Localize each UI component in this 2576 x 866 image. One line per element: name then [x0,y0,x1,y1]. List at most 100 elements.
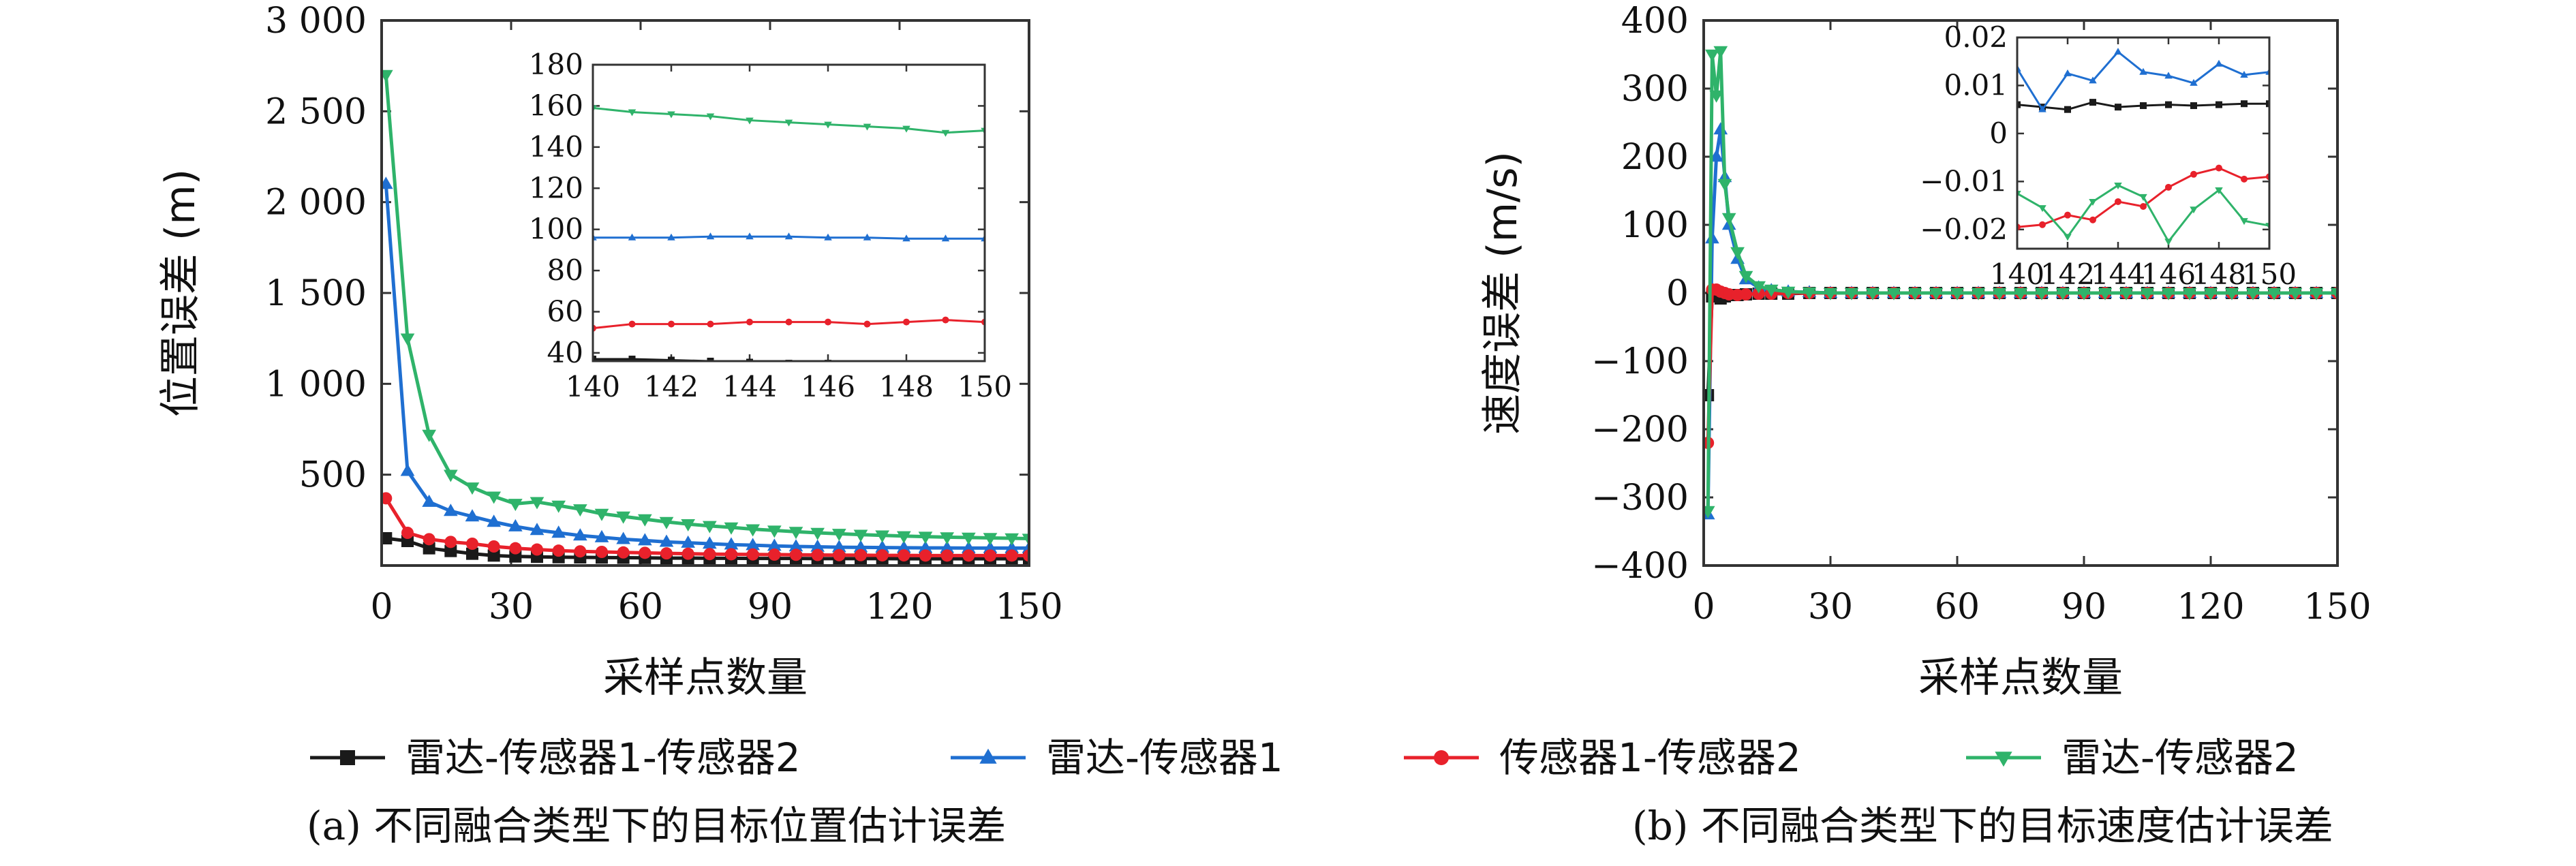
legend-label: 传感器1-传感器2 [1499,734,1801,781]
y-tick-label: 300 [1621,69,1689,110]
data-point-radar_sensor1 [508,519,523,531]
inset-data-point-sensor1_sensor2 [2190,170,2197,178]
data-point-sensor1_sensor2 [919,549,932,562]
inset-data-point-sensor1_sensor2 [2140,203,2147,210]
data-point-sensor1_sensor2 [833,548,846,561]
inset-data-point-sensor1_sensor2 [2165,183,2172,191]
data-point-radar_sensor2 [2161,288,2176,300]
data-point-sensor1_sensor2 [1005,549,1018,562]
data-point-radar_sensor2 [918,531,933,544]
data-point-sensor1_sensor2 [962,549,975,562]
x-tick-label: 30 [1808,587,1853,628]
inset-data-point-radar_sensor1 [667,233,675,241]
data-point-radar_sensor2 [1709,90,1723,103]
data-point-sensor1_sensor2 [382,492,393,505]
data-point-radar_sensor2 [1717,179,1732,191]
x-tick-label: 0 [370,587,393,628]
x-tick-label: 90 [748,587,793,628]
inset-x-tick-label: 146 [2141,258,2196,291]
series-line-radar_sensor1_sensor2 [1706,291,2337,396]
data-point-radar_sensor1_sensor2 [382,532,393,544]
data-point-sensor1_sensor2 [444,536,457,548]
inset-x-tick-label: 142 [644,370,699,403]
inset-data-point-radar_sensor2 [628,109,637,117]
data-point-radar_sensor2 [1005,533,1019,546]
data-point-radar_sensor2 [2267,288,2282,300]
inset-data-point-radar_sensor1_sensor2 [2017,101,2021,108]
data-point-radar_sensor1 [551,525,566,538]
data-point-sensor1_sensor2 [639,546,651,559]
data-point-radar_sensor1 [961,540,976,553]
x-tick-label: 30 [489,587,534,628]
data-point-radar_sensor2 [2119,288,2134,300]
data-point-radar_sensor1 [594,529,609,542]
x-tick-label: 120 [865,587,933,628]
y-tick-label: 0 [1666,273,1689,314]
inset-x-tick-label: 140 [1990,258,2044,291]
data-point-radar_sensor2 [2245,288,2260,300]
inset-x-tick-label: 150 [957,370,1012,403]
data-point-radar_sensor2 [659,516,674,529]
data-point-radar_sensor2 [1781,286,1796,299]
data-point-radar_sensor1 [382,176,393,189]
inset-data-point-radar_sensor1 [863,233,872,241]
data-point-radar_sensor1 [940,540,955,553]
data-point-radar_sensor2 [1844,288,1859,300]
y-tick-label: 2 500 [265,91,367,132]
data-point-sensor1_sensor2 [898,549,910,562]
inset-x-tick-label: 150 [2242,258,2297,291]
legend-marker [979,748,997,764]
data-point-radar_sensor2 [875,530,890,543]
inset-data-point-radar_sensor1 [2215,59,2223,67]
plot-frame [380,19,1030,567]
data-point-radar_sensor1 [400,463,415,476]
x-tick-label: 150 [2303,587,2371,628]
data-point-sensor1_sensor2 [811,548,824,561]
inset-x-tick-label: 148 [2192,258,2246,291]
inset-data-point-radar_sensor2 [2164,238,2173,246]
data-point-radar_sensor1 [767,538,782,551]
inset-data-point-radar_sensor1_sensor2 [2115,104,2121,111]
y-tick-label: 200 [1621,137,1689,178]
x-tick-label: 120 [2177,587,2244,628]
inset-data-point-radar_sensor1_sensor2 [707,358,714,361]
inset-data-point-sensor1_sensor2 [2241,175,2248,183]
data-point-radar_sensor2 [702,521,717,533]
inset-data-point-radar_sensor1 [2139,67,2147,75]
data-point-sensor1_sensor2 [660,547,673,560]
data-point-radar_sensor2 [422,429,437,442]
data-point-radar_sensor2 [1705,49,1719,62]
data-point-radar_sensor2 [2076,288,2091,300]
inset-y-tick-label: 100 [529,213,583,246]
inset-x-tick-label: 146 [801,370,855,403]
data-point-radar_sensor2 [831,529,846,542]
data-point-sensor1_sensor2 [768,548,781,561]
data-point-radar_sensor1 [1713,122,1728,135]
inset-data-point-radar_sensor1 [2190,78,2198,86]
data-point-radar_sensor1 [637,533,652,546]
inset-y-tick-label: 0 [1989,117,2008,150]
series-line-sensor1_sensor2 [1706,288,2337,444]
data-point-radar_sensor2 [2309,288,2324,300]
legend-marker [1434,750,1449,765]
inset-data-point-sensor1_sensor2 [668,320,675,328]
y-tick-label: 400 [1621,1,1689,42]
data-point-sensor1_sensor2 [487,540,500,553]
legend-marker [1995,752,2012,767]
y-tick-label: −100 [1591,341,1689,382]
data-point-radar_sensor1 [724,537,739,550]
inset-data-point-sensor1_sensor2 [825,318,831,326]
inset-data-point-radar_sensor1_sensor2 [668,356,675,361]
inset-data-point-radar_sensor1 [2064,69,2072,76]
inset-data-point-radar_sensor2 [2064,234,2072,241]
data-point-sensor1_sensor2 [574,545,587,558]
data-point-radar_sensor2 [1713,46,1728,59]
data-point-radar_sensor1 [530,523,545,536]
inset-data-point-radar_sensor1_sensor2 [2266,100,2269,108]
inset-data-point-radar_sensor1_sensor2 [2190,102,2197,110]
legend-item-radar_sensor1: 雷达-传感器1 [951,734,1283,781]
inset-data-point-radar_sensor1_sensor2 [2241,100,2248,108]
x-tick-label: 60 [618,587,663,628]
inset-data-point-radar_sensor2 [2240,218,2248,226]
